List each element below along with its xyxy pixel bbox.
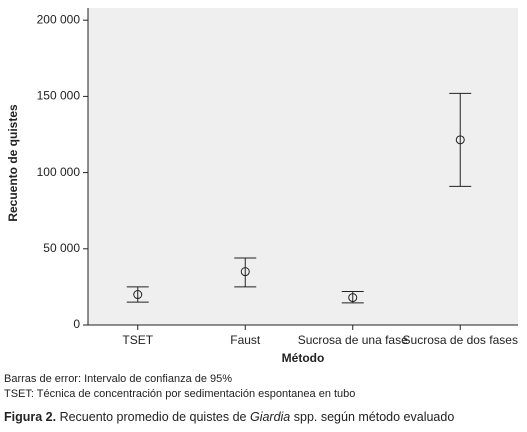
mean-point xyxy=(348,293,358,303)
mean-point xyxy=(455,135,465,145)
caption-label: Figura 2. xyxy=(4,410,57,424)
y-tick-label: 150 000 xyxy=(37,89,81,103)
x-tick-label: Sucrosa de una fase xyxy=(298,333,408,347)
caption: Figura 2. Recuento promedio de quistes d… xyxy=(4,410,454,424)
caption-text: Recuento promedio de quistes de xyxy=(56,410,250,424)
x-tick-label: TSET xyxy=(122,333,153,347)
mean-point xyxy=(133,290,143,300)
x-axis-label: Método xyxy=(282,351,325,365)
y-axis-label: Recuento de quistes xyxy=(6,104,20,222)
caption-italic: Giardia xyxy=(249,410,291,424)
note: Barras de error: Intervalo de confianza … xyxy=(4,373,233,385)
chart: Recuento de quistes Método 0 50 000 100 00… xyxy=(6,8,518,365)
y-tick-label: 50 000 xyxy=(43,241,80,255)
y-tick-label: 0 xyxy=(73,317,80,331)
y-tick-label: 200 000 xyxy=(37,12,81,26)
notes: Barras de error: Intervalo de confianza … xyxy=(4,372,355,402)
note: TSET: Técnica de concentración por sedim… xyxy=(4,388,356,400)
mean-point xyxy=(240,267,250,277)
x-tick-label: Sucrosa de dos fases xyxy=(403,333,518,347)
y-tick-label: 100 000 xyxy=(37,165,81,179)
plot-area xyxy=(88,8,518,325)
x-tick-label: Faust xyxy=(230,333,261,347)
caption-text: spp. según método evaluado xyxy=(290,410,455,424)
